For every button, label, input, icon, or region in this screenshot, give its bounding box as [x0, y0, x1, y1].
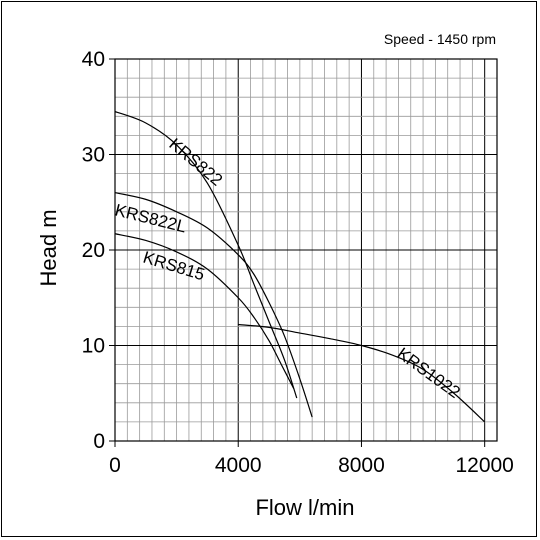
y-axis-label: Head m [36, 209, 61, 286]
series-label-krs822: KRS822 [165, 135, 226, 190]
series-line-krs822 [114, 110, 298, 399]
x-tick-label: 8000 [338, 454, 385, 477]
series-line-krs1022 [238, 323, 486, 423]
series-label-krs815: KRS815 [141, 248, 207, 285]
y-tick-label: 10 [82, 335, 105, 358]
series-line-krs822l [114, 192, 313, 418]
tick-labels: 0 4000 8000 12000 0 10 20 30 40 [82, 48, 514, 477]
grid [114, 58, 498, 442]
y-tick-label: 0 [93, 430, 105, 453]
x-tick-label: 4000 [215, 454, 262, 477]
series-line-krs815 [114, 233, 295, 389]
y-tick-label: 40 [82, 48, 105, 71]
series-label-krs1022: KRS1022 [394, 344, 464, 402]
x-tick-label: 0 [109, 454, 121, 477]
x-tick-label: 12000 [455, 454, 513, 477]
y-tick-label: 30 [82, 144, 105, 167]
speed-annotation: Speed - 1450 rpm [384, 31, 496, 47]
y-tick-label: 20 [82, 239, 105, 262]
x-axis-label: Flow l/min [255, 495, 354, 520]
curves [114, 110, 486, 423]
